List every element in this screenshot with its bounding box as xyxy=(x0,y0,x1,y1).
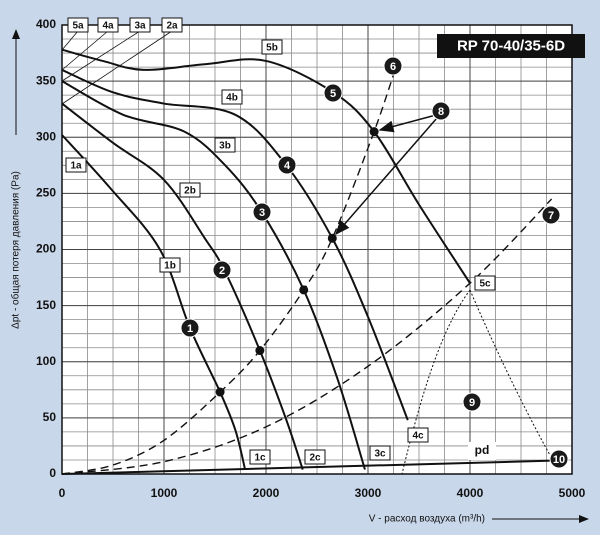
title-box xyxy=(437,34,585,58)
operating-point xyxy=(215,387,225,397)
curve-label-box xyxy=(249,449,271,465)
curve-label-box xyxy=(221,89,243,105)
x-tick-label: 1000 xyxy=(151,486,178,500)
number-badge-label: 8 xyxy=(438,106,444,118)
curve-label: 3b xyxy=(219,141,231,152)
y-tick-label: 250 xyxy=(36,186,56,200)
curve-label-box xyxy=(407,427,429,443)
number-badge xyxy=(277,155,297,175)
operating-point xyxy=(299,285,309,295)
number-badge-label: 10 xyxy=(553,454,565,466)
curve-label: 1a xyxy=(70,161,82,172)
curve-label-box xyxy=(65,157,87,173)
curve-label-box xyxy=(474,275,496,291)
curve-label: 1c xyxy=(254,453,266,464)
curve-label-box xyxy=(97,17,119,33)
operating-point xyxy=(327,233,337,243)
number-badge xyxy=(383,56,403,76)
number-badge-label: 1 xyxy=(187,323,193,335)
pd-label: pd xyxy=(475,443,490,457)
x-tick-label: 4000 xyxy=(457,486,484,500)
operating-point xyxy=(369,127,379,137)
number-badge-label: 6 xyxy=(390,61,396,73)
curve xyxy=(61,48,471,284)
y-axis-label: Δpt - общая потеря давления (Pa) xyxy=(10,171,22,329)
curve-label-box xyxy=(129,17,151,33)
curve-label-box xyxy=(161,17,183,33)
number-badge-label: 4 xyxy=(284,160,291,172)
curve-label-box xyxy=(179,182,201,198)
curve-label: 2c xyxy=(309,453,321,464)
curve xyxy=(61,198,553,475)
curve xyxy=(61,459,557,475)
pointer-arrow xyxy=(378,114,437,133)
curve-label: 2a xyxy=(166,21,178,32)
curve-label: 4c xyxy=(412,431,424,442)
y-tick-label: 0 xyxy=(49,466,56,480)
curve-label: 3a xyxy=(134,21,146,32)
number-badge xyxy=(212,260,232,280)
curve xyxy=(61,68,409,421)
curve-label: 4b xyxy=(226,93,238,104)
curve-label-box xyxy=(159,257,181,273)
number-badge xyxy=(541,205,561,225)
leader-line xyxy=(61,30,109,71)
curve-label-box xyxy=(214,137,236,153)
number-badge xyxy=(180,318,200,338)
pointer-arrow xyxy=(335,117,438,236)
number-badge xyxy=(549,449,569,469)
number-badge-label: 7 xyxy=(548,210,554,222)
number-badge xyxy=(431,101,451,121)
curve xyxy=(61,58,400,475)
y-tick-label: 400 xyxy=(36,17,56,31)
number-badge xyxy=(462,392,482,412)
y-tick-label: 300 xyxy=(36,129,56,143)
curve-label-box xyxy=(261,39,283,55)
number-badge-label: 3 xyxy=(259,207,265,219)
y-tick-label: 50 xyxy=(43,410,57,424)
x-tick-label: 3000 xyxy=(355,486,382,500)
curve-label: 1b xyxy=(164,261,176,272)
number-badge-label: 2 xyxy=(219,265,225,277)
curve xyxy=(61,102,304,470)
pd-label-box xyxy=(468,442,496,460)
operating-point xyxy=(255,346,265,356)
x-tick-label: 0 xyxy=(59,486,66,500)
curve-label-box xyxy=(369,445,391,461)
curve-label: 5a xyxy=(72,21,84,32)
grid xyxy=(61,24,573,475)
y-tick-label: 150 xyxy=(36,298,56,312)
curve-label-box xyxy=(304,449,326,465)
curve-label: 3c xyxy=(374,449,386,460)
curve-label: 5c xyxy=(479,279,491,290)
curve-label: 2b xyxy=(184,186,196,197)
leader-line xyxy=(61,30,79,51)
curve xyxy=(61,80,366,470)
number-badge-label: 5 xyxy=(330,88,336,100)
curve-label: 5b xyxy=(266,43,278,54)
leader-line xyxy=(61,30,141,82)
boundary-line xyxy=(401,289,471,475)
curve-label-box xyxy=(67,17,89,33)
x-tick-label: 5000 xyxy=(559,486,586,500)
number-badge-label: 9 xyxy=(469,397,475,409)
y-tick-label: 100 xyxy=(36,354,56,368)
y-tick-label: 200 xyxy=(36,242,56,256)
curve-label: 4a xyxy=(102,21,114,32)
x-axis-label: V - расход воздуха (m³/h) xyxy=(369,514,485,525)
y-tick-label: 350 xyxy=(36,73,56,87)
x-tick-label: 2000 xyxy=(253,486,280,500)
number-badge xyxy=(252,202,272,222)
plot-frame xyxy=(61,24,573,475)
chart-title: RP 70-40/35-6D xyxy=(457,37,565,54)
number-badge xyxy=(323,83,343,103)
